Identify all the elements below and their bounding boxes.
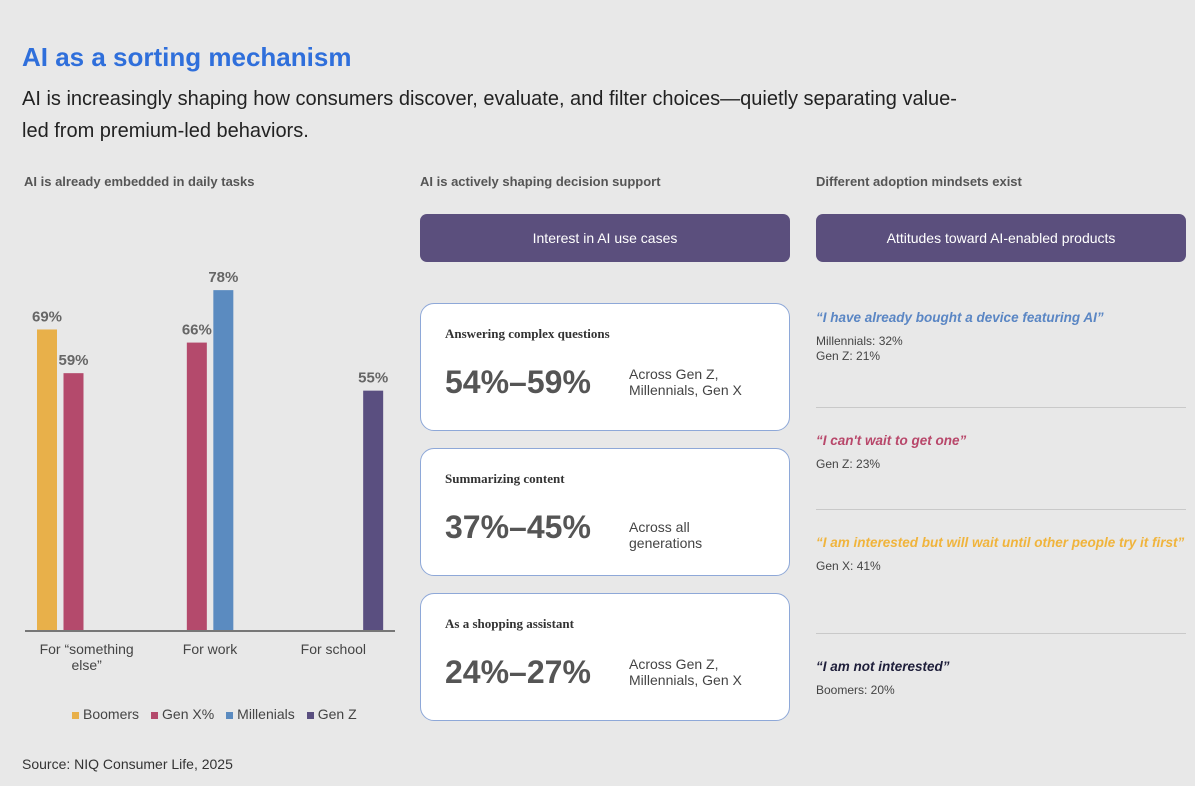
value-label: 66% xyxy=(182,322,212,339)
legend-label: Gen X% xyxy=(162,706,215,722)
card-note: Across all generations xyxy=(629,519,703,551)
value-label: 78% xyxy=(208,269,238,286)
legend-label: Boomers xyxy=(83,706,140,722)
legend-swatch xyxy=(151,712,159,719)
bar xyxy=(37,329,57,631)
banner: Attitudes toward AI-enabled products xyxy=(816,214,1186,262)
quote-block: “I am not interested” Boomers: 20% xyxy=(816,659,1191,698)
card-title: As a shopping assistant xyxy=(445,616,574,631)
subtitle: AI is increasingly shaping how consumers… xyxy=(22,88,957,142)
quote: “I am not interested” xyxy=(816,659,950,674)
bar xyxy=(363,390,384,631)
card-note: Across Gen Z, Millennials, Gen X xyxy=(629,656,742,688)
quote: “I can't wait to get one” xyxy=(816,433,967,448)
card-title: Answering complex questions xyxy=(445,326,610,341)
section-title: AI is already embedded in daily tasks xyxy=(24,174,255,189)
card-range: 37%–45% xyxy=(445,509,591,545)
divider xyxy=(816,407,1186,408)
legend-item: Boomers xyxy=(72,706,139,722)
legend-item: Millenials xyxy=(226,706,295,722)
legend-swatch xyxy=(306,712,314,719)
chart: 69% 59% 66% 78% 55% xyxy=(25,269,395,632)
legend-item: Gen X% xyxy=(151,706,214,722)
quote-detail: Gen Z: 23% xyxy=(816,457,881,471)
quote: “I have already bought a device featurin… xyxy=(816,310,1104,325)
value-label: 59% xyxy=(58,352,88,369)
section-title: AI is actively shaping decision support xyxy=(420,174,661,189)
x-tick-label: For work xyxy=(182,641,238,657)
card-title: Summarizing content xyxy=(445,471,565,486)
quote-detail: Gen Z: 21% xyxy=(816,349,881,363)
legend-swatch xyxy=(72,712,79,719)
legend-label: Gen Z xyxy=(317,706,357,722)
bar xyxy=(63,373,84,631)
card: Answering complex questions 54%–59% Across… xyxy=(420,303,790,431)
card-note: Across Gen Z, Millennials, Gen X xyxy=(629,366,742,398)
source: Source: NIQ Consumer Life, 2025 xyxy=(22,756,233,772)
legend-label: Millenials xyxy=(237,706,295,722)
quote-block: “I have already bought a device featurin… xyxy=(816,310,1191,364)
section-title: Different adoption mindsets exist xyxy=(816,174,1022,189)
quote-detail: Gen X: 41% xyxy=(816,559,881,573)
value-label: 55% xyxy=(358,370,388,387)
quote-block: “I am interested but will wait until oth… xyxy=(816,535,1191,574)
legend-item: Gen Z xyxy=(306,706,357,722)
legend-swatch xyxy=(226,712,234,719)
bar xyxy=(186,342,207,631)
legend: Boomers Gen X% Millenials Gen Z xyxy=(72,706,357,722)
quote-detail: Millennials: 32% xyxy=(816,334,903,348)
quote-detail: Boomers: 20% xyxy=(816,683,895,697)
card: As a shopping assistant 24%–27% Across Gen… xyxy=(420,593,790,721)
x-tick-label: For school xyxy=(300,641,366,657)
x-tick-label: For “something else” xyxy=(39,641,134,673)
card-range: 54%–59% xyxy=(445,364,591,400)
card: Summarizing content 37%–45% Across all gen… xyxy=(420,448,790,576)
quote: “I am interested but will wait until oth… xyxy=(816,535,1185,550)
card-range: 24%–27% xyxy=(445,654,591,690)
quote-block: “I can't wait to get one” Gen Z: 23% xyxy=(816,433,1191,472)
value-label: 69% xyxy=(32,308,62,325)
divider xyxy=(816,509,1186,510)
divider xyxy=(816,633,1186,634)
banner: Interest in AI use cases xyxy=(420,214,790,262)
title: AI as a sorting mechanism xyxy=(22,42,352,72)
bar xyxy=(213,290,234,631)
